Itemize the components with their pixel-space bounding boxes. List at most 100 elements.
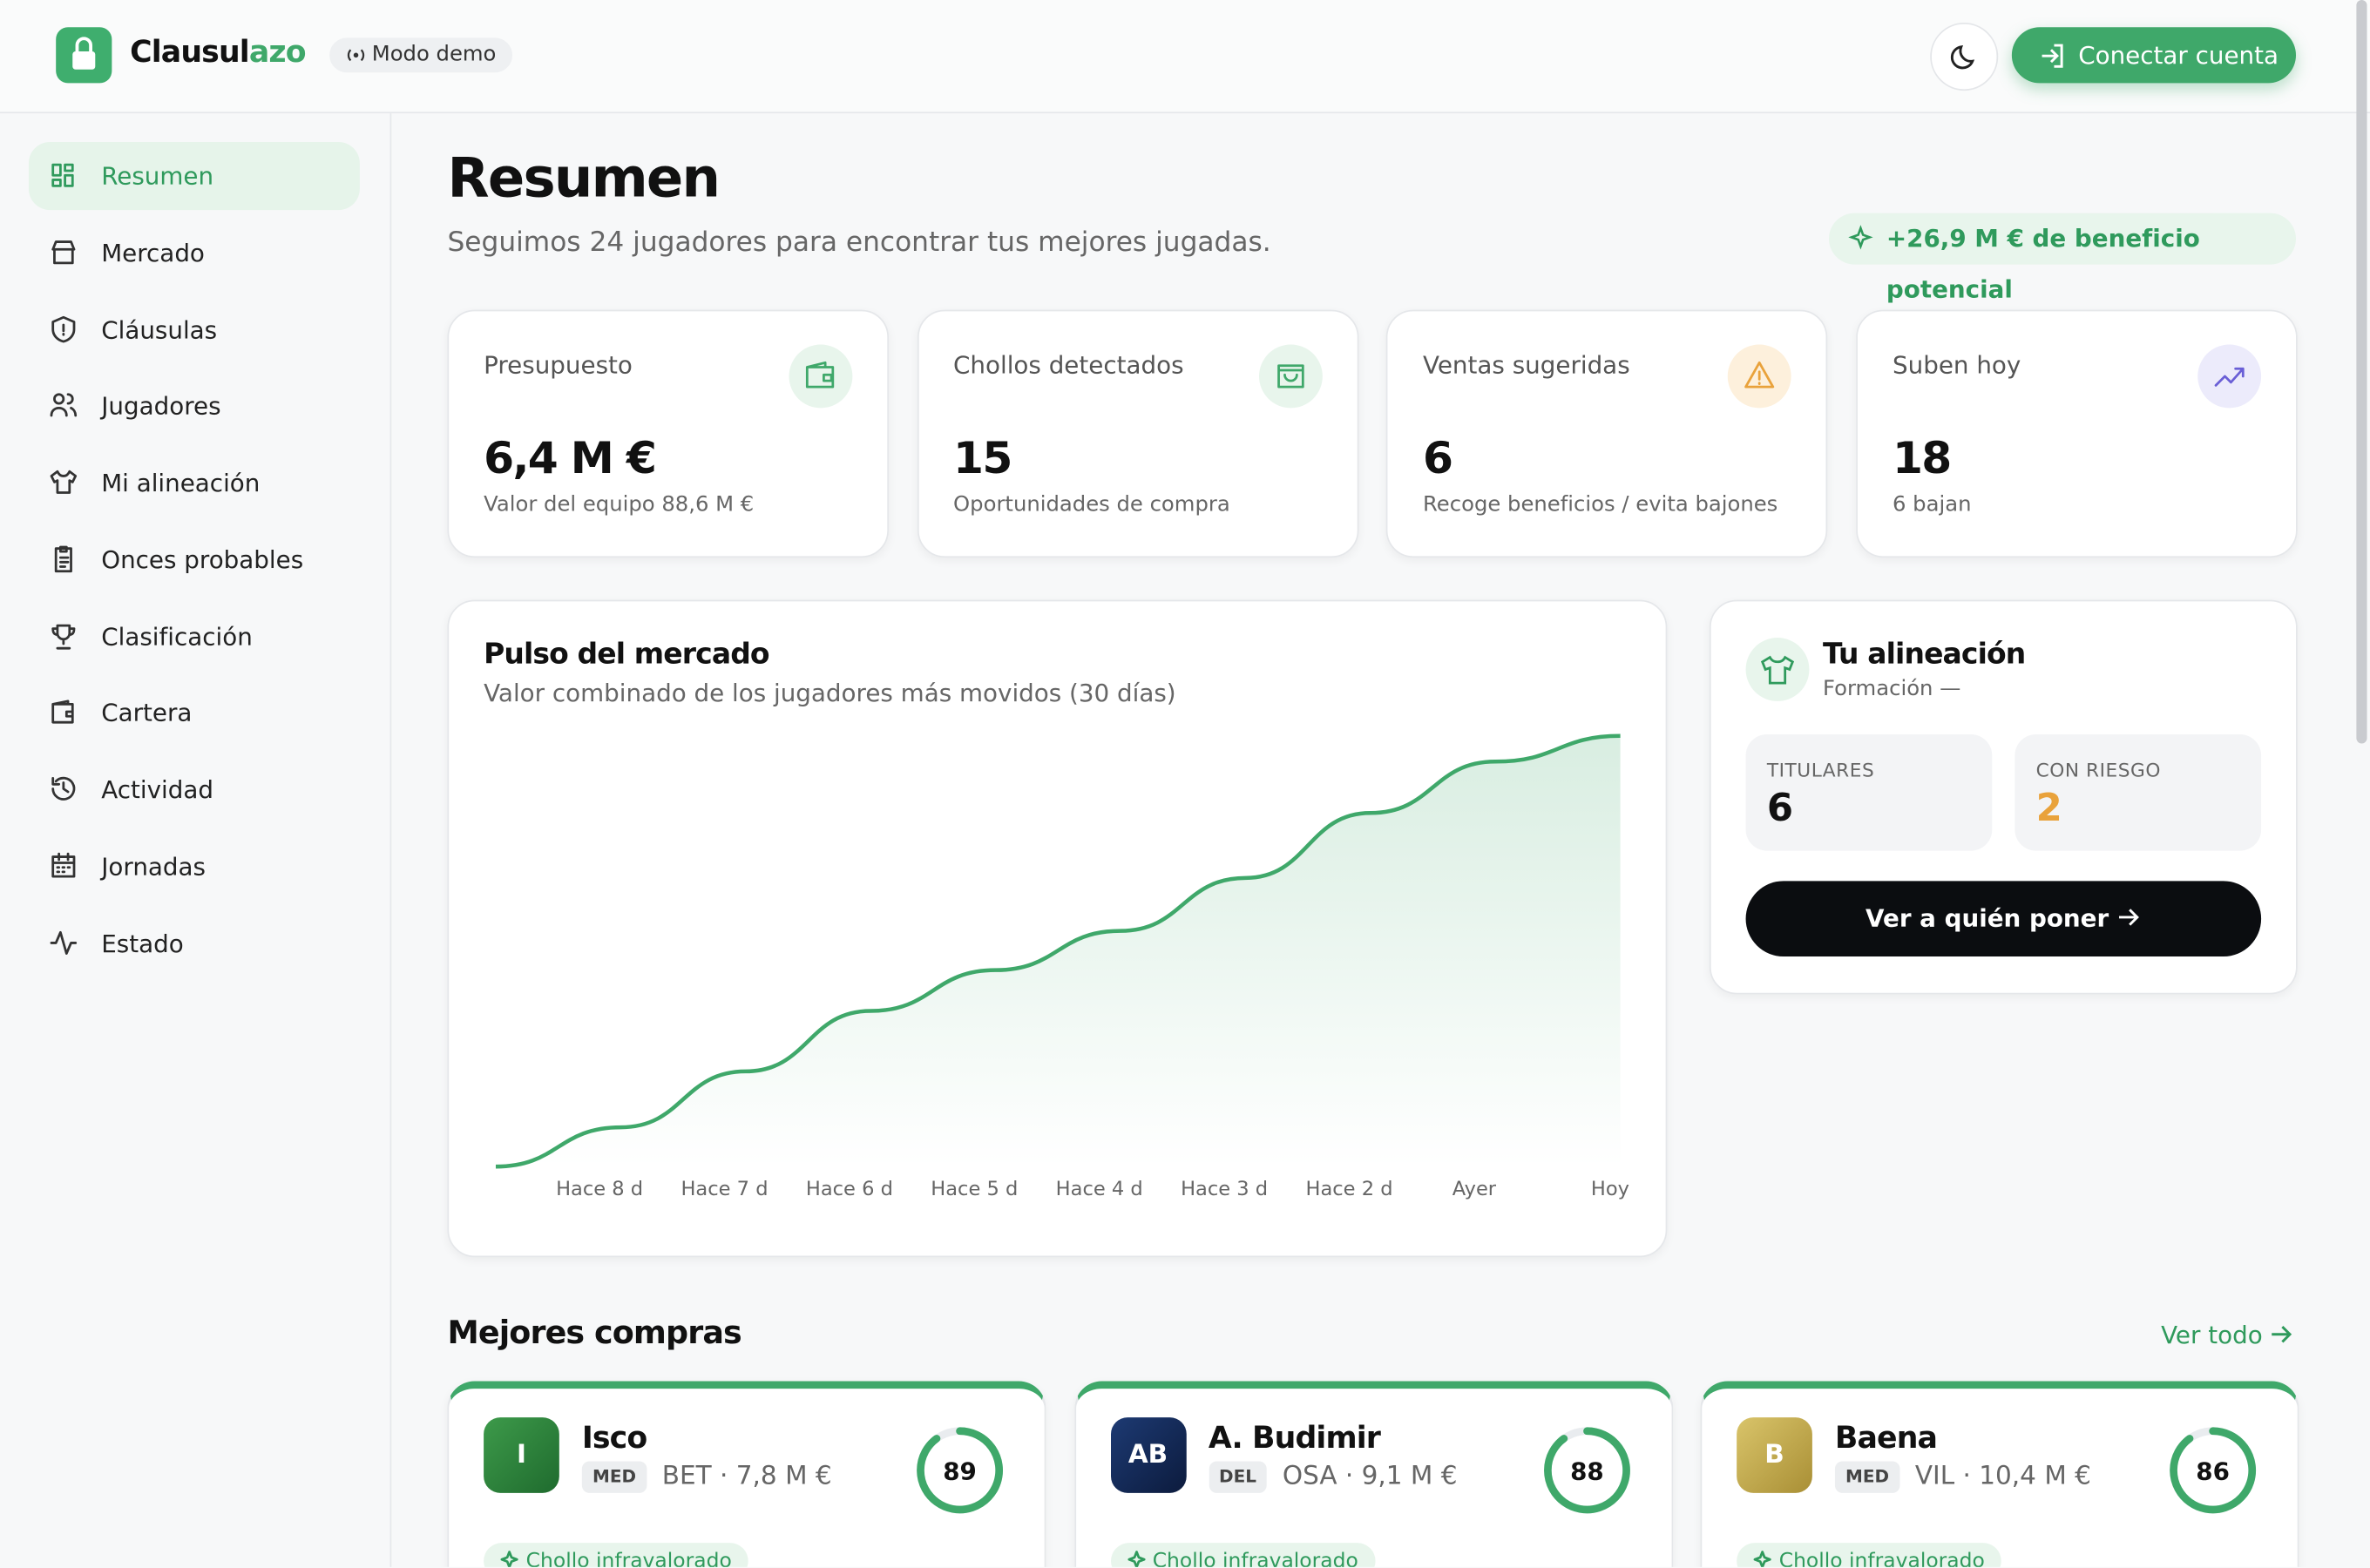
icon-shape (51, 163, 74, 187)
player-info: VIL · 10,4 M € (1914, 1461, 2091, 1492)
stat-value: 18 (1892, 432, 1952, 484)
lineup-subtitle: Formación — (1823, 677, 1961, 701)
nav-item[interactable]: Clasificación (29, 602, 360, 670)
moon (1950, 44, 1975, 70)
player-card[interactable]: I Isco MED BET · 7,8 M € Chollo infravalorad… (447, 1381, 1046, 1567)
stat-note: Valor del equipo 88,6 M € (484, 492, 755, 517)
broadcast-icon (347, 49, 365, 62)
shirt (1760, 655, 1795, 685)
player-tag-text: Chollo infravalorado (525, 1549, 732, 1567)
risk-value: 2 (2035, 786, 2062, 830)
x-tick-label: Hace 6 d (806, 1178, 893, 1200)
score-value: 86 (2196, 1456, 2230, 1485)
nav-item[interactable]: Cartera (29, 679, 360, 747)
icon (51, 852, 76, 878)
nav-label: Onces probables (101, 544, 304, 574)
scrollbar[interactable] (2356, 0, 2367, 744)
profit-text: +26,9 M € de beneficio potencial (1886, 223, 2200, 304)
icon (50, 393, 78, 417)
player-avatar: AB (1110, 1417, 1186, 1493)
player-tag: Chollo infravalorado (1110, 1543, 1375, 1567)
stat-card: Ventas sugeridas 6 Recoge beneficios / evi… (1386, 309, 1828, 558)
icon-shape (51, 776, 76, 801)
lineup-button[interactable]: Ver a quién poner (1745, 881, 2262, 957)
sparkle (1848, 225, 1873, 250)
nav-label: Mi alineación (101, 468, 261, 497)
icon-shape (50, 470, 78, 494)
stat-card: Suben hoy 18 6 bajan (1856, 309, 2298, 558)
player-name: A. Budimir (1208, 1418, 1381, 1456)
player-card[interactable]: AB A. Budimir DEL OSA · 9,1 M € Chollo infra… (1073, 1381, 1673, 1567)
stat-value: 6,4 M € (484, 432, 657, 484)
arrow (2272, 1326, 2292, 1343)
icon (805, 361, 835, 389)
lineup-button-text: Ver a quién poner (1866, 903, 2109, 933)
player-avatar: B (1737, 1417, 1812, 1493)
nav-label: Mercado (101, 238, 205, 267)
ring-arc (1543, 1427, 1630, 1514)
lineup-title: Tu alineación (1823, 638, 2026, 672)
icon (50, 470, 78, 494)
x-tick-label: Hace 2 d (1305, 1178, 1392, 1200)
nav-label: Clasificación (101, 621, 253, 651)
stat-note: 6 bajan (1892, 492, 1972, 517)
nav-item[interactable]: Jornadas (29, 832, 360, 900)
icon (1744, 361, 1775, 389)
stat-card: Chollos detectados 15 Oportunidades de com… (917, 309, 1358, 558)
theme-toggle[interactable] (1930, 23, 1999, 91)
icon (50, 930, 78, 955)
nav-label: Jornadas (101, 851, 206, 881)
dot (353, 52, 359, 58)
stat-icon (2197, 344, 2262, 409)
nav-item[interactable]: Actividad (29, 755, 360, 823)
shirt-icon (1760, 655, 1795, 685)
nav-item[interactable]: Estado (29, 909, 360, 977)
stat-card: Presupuesto 6,4 M € Valor del equipo 88,6 … (447, 309, 890, 558)
brand-b: azo (248, 33, 307, 70)
nav-label: Actividad (101, 774, 213, 804)
icon (1276, 364, 1304, 389)
icon (51, 776, 76, 801)
icon (51, 163, 74, 187)
top-bar: Clausulazo Modo demo Conectar cuenta (0, 0, 2370, 114)
nav-item[interactable]: Mercado (29, 219, 360, 287)
player-tag: Chollo infravalorado (484, 1543, 748, 1567)
icon (1753, 1551, 1771, 1567)
icon-shape (805, 361, 835, 389)
sidebar: Resumen Mercado Cláusulas Jugadores Mi aline… (0, 113, 392, 1567)
player-tag: Chollo infravalorado (1737, 1543, 2001, 1567)
score-value: 89 (943, 1456, 977, 1485)
chart-subtitle: Valor combinado de los jugadores más mov… (484, 678, 1176, 707)
nav-item[interactable]: Mi alineación (29, 449, 360, 517)
demo-badge: Modo demo (329, 37, 513, 73)
demo-text: Modo demo (371, 42, 497, 67)
stat-label: Chollos detectados (953, 350, 1184, 380)
nav-item[interactable]: Jugadores (29, 372, 360, 440)
page-subtitle: Seguimos 24 jugadores para encontrar tus… (447, 226, 1271, 259)
nav-item[interactable]: Onces probables (29, 525, 360, 593)
icon (1127, 1551, 1145, 1567)
icon-shape (2214, 367, 2245, 387)
nav-label: Cláusulas (101, 314, 218, 344)
starters-label: TITULARES (1766, 758, 1875, 781)
see-all-link[interactable]: Ver todo (2161, 1321, 2294, 1349)
player-position: MED (1834, 1461, 1900, 1493)
icon-shape (50, 930, 78, 955)
nav-item[interactable]: Cláusulas (29, 295, 360, 363)
logo[interactable] (56, 27, 112, 84)
nav-item[interactable]: Resumen (28, 142, 360, 211)
player-card[interactable]: B Baena MED VIL · 10,4 M € Chollo infravalor… (1700, 1381, 2299, 1567)
x-tick-label: Hace 3 d (1181, 1178, 1268, 1200)
icon-shape (1276, 364, 1304, 389)
nav-label: Jugadores (101, 391, 221, 421)
stat-label: Suben hoy (1892, 350, 2021, 380)
x-tick-label: Hace 5 d (931, 1178, 1018, 1200)
brand-a: Clausul (130, 33, 249, 70)
risk-label: CON RIESGO (2035, 758, 2161, 781)
logo-icon (72, 37, 96, 70)
icon-shape (1744, 361, 1775, 389)
brand[interactable]: Clausulazo (130, 33, 307, 70)
connect-button[interactable]: Conectar cuenta (2011, 27, 2297, 84)
x-tick-label: Hace 8 d (556, 1178, 643, 1200)
